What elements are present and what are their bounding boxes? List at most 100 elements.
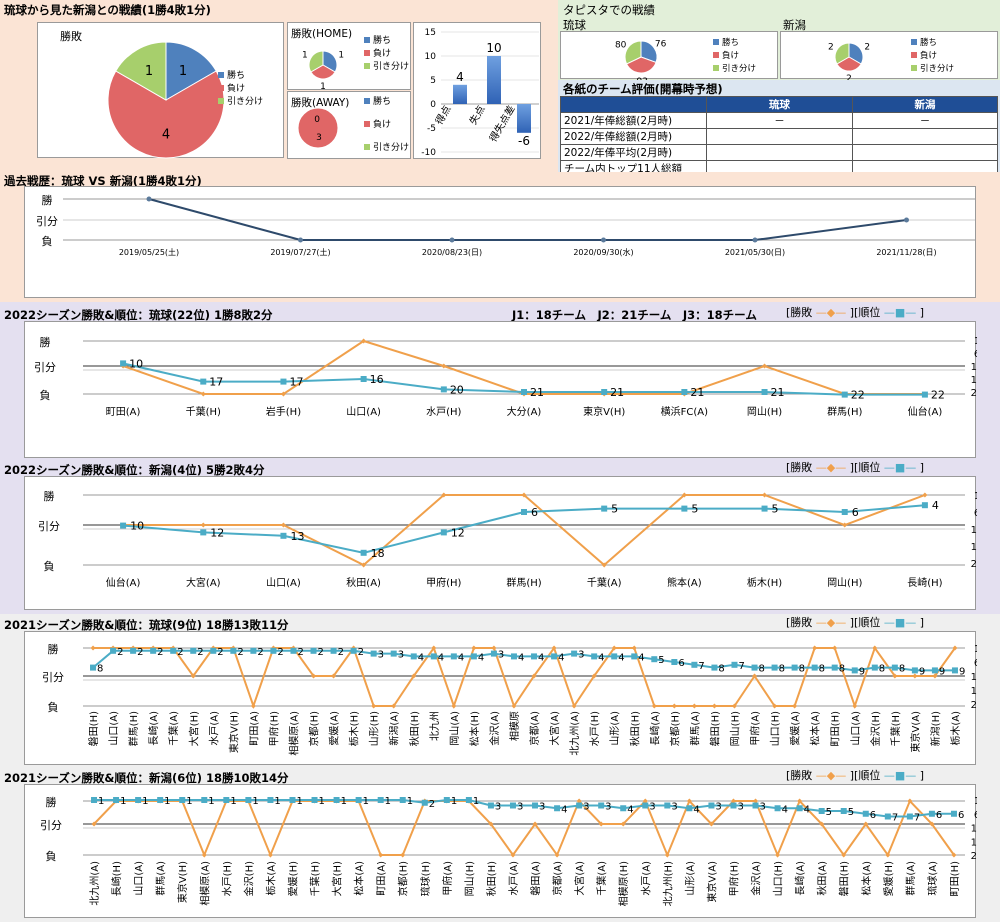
rank-point xyxy=(170,647,177,654)
rank-data-label: 21 xyxy=(610,386,624,399)
rank-point xyxy=(521,389,527,395)
result-point xyxy=(681,492,687,498)
result-point xyxy=(250,703,256,709)
category-label: 水戸(A) xyxy=(640,861,652,896)
rank-data-label: 6 xyxy=(870,810,876,821)
rank-point xyxy=(267,797,274,803)
rank-tick-label: 11 xyxy=(971,362,977,373)
rank-point xyxy=(591,653,598,660)
y-axis-label: 負 xyxy=(48,701,59,714)
rank-data-label: 17 xyxy=(209,376,223,389)
y-tick-label: 15 xyxy=(425,28,436,38)
tapista-b-pie: 2 2 2 xyxy=(828,42,870,80)
rank-data-label: 13 xyxy=(290,530,304,543)
category-label: 甲府(A) xyxy=(749,711,762,746)
rank-point xyxy=(761,505,768,512)
result-point xyxy=(812,645,818,651)
result-point xyxy=(772,703,778,709)
draw-swatch xyxy=(364,143,370,150)
category-label: 愛媛(A) xyxy=(328,711,341,746)
category-label: 相模原(H) xyxy=(617,861,630,906)
rank-data-label: 17 xyxy=(289,376,303,389)
result-point xyxy=(280,391,286,397)
rank-tick-label: 6 xyxy=(974,349,977,360)
category-label: 甲府(A) xyxy=(441,861,454,896)
legend-result-line: —◆— xyxy=(812,769,850,782)
rank-point xyxy=(921,391,928,398)
history-point xyxy=(752,237,758,243)
history-point xyxy=(904,217,909,223)
result-point xyxy=(441,492,447,498)
pie-value-label: 2 xyxy=(828,43,834,53)
legend-lose: 負け xyxy=(722,50,740,61)
win-swatch xyxy=(218,71,224,78)
rank-data-label: 2 xyxy=(358,647,364,658)
rank-point xyxy=(521,509,527,515)
result-point xyxy=(762,363,768,369)
result-point xyxy=(797,798,803,804)
result-point xyxy=(200,391,206,397)
rank-data-label: 8 xyxy=(799,664,805,675)
legend-result-line: —◆— xyxy=(812,306,850,319)
legend-rank-line: —■— xyxy=(880,616,920,629)
category-label: 熊本(A) xyxy=(667,576,702,589)
bar-data-label: 10 xyxy=(486,41,501,55)
result-point xyxy=(361,562,367,568)
rank-point xyxy=(921,502,928,509)
result-point xyxy=(91,821,97,827)
category-label: 京都(H) xyxy=(308,711,321,746)
rank-data-label: 1 xyxy=(341,796,347,807)
rank-data-label: 4 xyxy=(782,804,788,815)
rank-data-label: 8 xyxy=(839,664,845,675)
rank-point xyxy=(664,802,671,809)
rank-data-label: 4 xyxy=(627,804,633,815)
rank-data-label: 9 xyxy=(919,666,925,677)
y-axis-label: 勝 xyxy=(46,795,57,809)
y-axis-label: 勝 xyxy=(48,642,59,656)
result-point xyxy=(510,852,516,858)
y-axis-label: 勝 xyxy=(42,193,53,207)
result-point xyxy=(907,798,913,804)
result-point xyxy=(576,798,582,804)
category-label: 秋田(A) xyxy=(346,576,381,589)
legend-bracket: ] xyxy=(849,616,855,629)
rank-point xyxy=(311,797,318,803)
rank-point xyxy=(289,797,296,803)
legend-bracket: ] xyxy=(919,616,925,629)
result-point xyxy=(708,821,714,827)
legend-lose: 負け xyxy=(227,84,246,94)
legend-bracket: ] xyxy=(919,769,925,782)
legend-lose: 負け xyxy=(373,120,392,130)
result-point xyxy=(411,673,417,679)
evaluation-table: 琉球 新潟 2021/年俸総額(2月時) －－ 2022/年俸総額(2月時) 20… xyxy=(560,96,998,177)
y-axis-label: 引分 xyxy=(34,360,56,374)
rank-data-label: 4 xyxy=(478,652,484,663)
legend-draw: 引き分け xyxy=(227,97,264,107)
y-axis-label: 負 xyxy=(44,560,55,573)
category-label: 山口(A) xyxy=(108,711,120,746)
category-label: 町田(A) xyxy=(249,711,260,746)
win-swatch xyxy=(364,36,370,43)
result-point xyxy=(601,562,607,568)
history-point xyxy=(298,237,303,243)
chart-2-legend: [勝敗 —◆— ][順位 —■— ] xyxy=(786,459,924,475)
rank-tick-label: 16 xyxy=(971,542,977,553)
y-axis-label: 引分 xyxy=(40,818,62,832)
rank-point xyxy=(871,664,878,671)
history-point xyxy=(449,237,455,243)
bar xyxy=(487,56,501,104)
rank-point xyxy=(911,667,918,674)
rank-point xyxy=(642,802,649,809)
rank-data-label: 7 xyxy=(698,661,704,672)
rank-point xyxy=(130,647,137,654)
rank-data-label: 3 xyxy=(605,802,611,813)
rank-point xyxy=(360,549,367,556)
result-point xyxy=(280,522,286,528)
rank-data-label: 4 xyxy=(693,804,699,815)
pie-slice xyxy=(624,40,642,65)
result-point xyxy=(775,852,781,858)
season-chart-2-title: 2022シーズン勝敗&順位：新潟(4位) 5勝2敗4分 xyxy=(4,463,265,477)
rank-point xyxy=(691,661,698,668)
category-label: 仙台(A) xyxy=(908,405,943,418)
category-label: 相模原(A) xyxy=(287,711,300,756)
